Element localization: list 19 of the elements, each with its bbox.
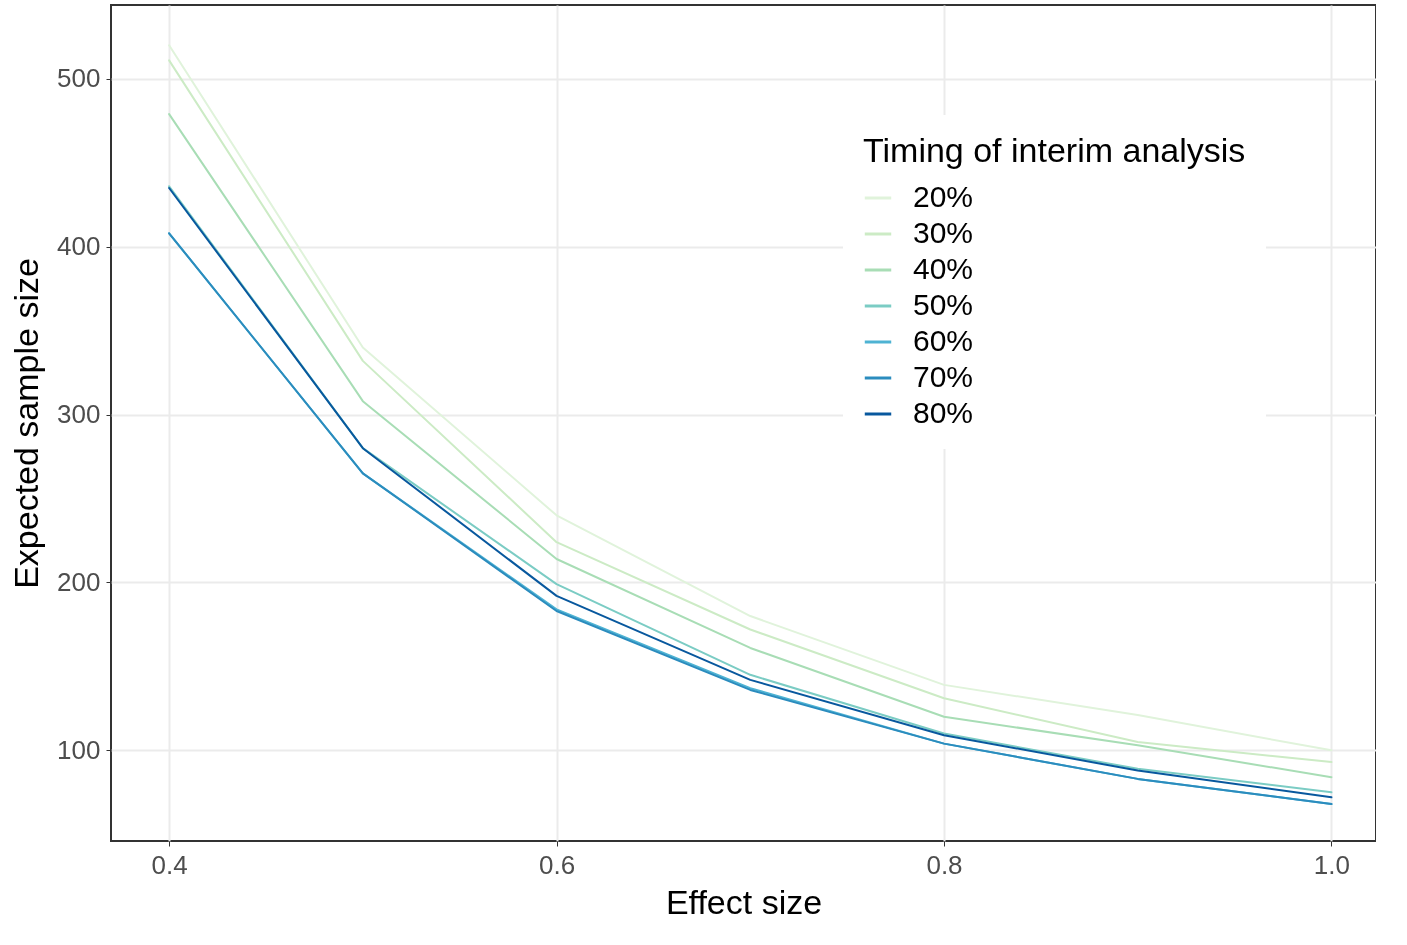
x-tick-label: 0.6 xyxy=(538,849,576,880)
legend-label: 70% xyxy=(913,360,974,393)
y-tick-label: 400 xyxy=(57,231,101,262)
y-tick-label: 500 xyxy=(57,63,101,94)
x-tick-label: 0.8 xyxy=(926,849,963,880)
x-tick-label: 1.0 xyxy=(1313,849,1351,880)
x-axis-title: Effect size xyxy=(665,882,823,921)
y-tick-label: 100 xyxy=(57,734,101,765)
legend-label: 50% xyxy=(913,288,974,321)
y-axis-title: Expected sample size xyxy=(7,258,46,589)
y-tick-label: 200 xyxy=(57,566,101,597)
legend-label: 80% xyxy=(913,396,974,429)
legend-label: 40% xyxy=(913,252,974,285)
legend-title: Timing of interim analysis xyxy=(863,131,1246,169)
legend-label: 60% xyxy=(913,324,974,357)
y-tick-label: 300 xyxy=(57,399,101,430)
legend-label: 20% xyxy=(913,180,974,213)
x-tick-label: 0.4 xyxy=(151,849,188,880)
legend-label: 30% xyxy=(913,216,974,249)
